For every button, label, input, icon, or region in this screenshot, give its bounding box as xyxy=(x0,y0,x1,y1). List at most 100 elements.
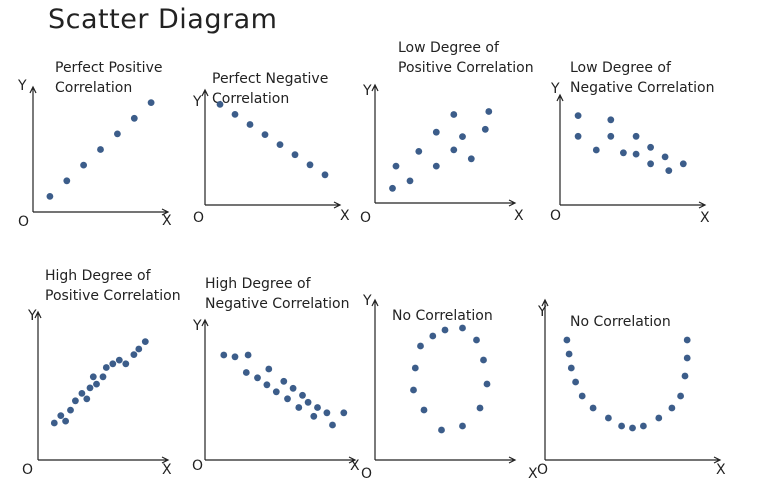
data-point xyxy=(67,406,74,414)
scatter-panel-1: Y X O Perfect Positive Correlation xyxy=(17,60,172,230)
data-point xyxy=(668,404,676,412)
data-point xyxy=(265,365,273,373)
panel-title-line: Perfect Positive xyxy=(55,60,162,76)
data-point xyxy=(567,364,575,372)
panel-title-line: Low Degree of xyxy=(398,40,500,56)
panel-title-line: High Degree of xyxy=(205,276,312,292)
data-point xyxy=(632,150,640,158)
data-point xyxy=(683,336,691,344)
panel-title-line: Correlation xyxy=(55,80,132,96)
data-point xyxy=(476,404,484,412)
panel-title-line: Low Degree of xyxy=(570,60,672,76)
scatter-panel-7: Y X O No Correlation xyxy=(361,293,538,482)
data-point xyxy=(459,324,466,332)
panel-title-line: No Correlation xyxy=(392,308,493,324)
data-point xyxy=(114,130,121,138)
data-point xyxy=(80,161,87,169)
data-point xyxy=(481,125,489,133)
data-point xyxy=(450,146,458,154)
x-axis-line xyxy=(560,201,707,209)
panel-title-line: Perfect Negative xyxy=(212,71,328,87)
data-point xyxy=(432,128,440,136)
y-axis-line xyxy=(29,85,37,212)
data-point xyxy=(244,351,252,359)
data-point xyxy=(130,351,138,358)
data-point xyxy=(681,372,689,380)
origin-label: O xyxy=(360,210,371,226)
data-point xyxy=(578,392,586,400)
data-point xyxy=(263,381,271,389)
x-axis-label: X xyxy=(514,208,524,224)
y-axis-line xyxy=(34,310,42,460)
y-axis-label: Y xyxy=(192,318,202,334)
data-point xyxy=(607,132,615,140)
data-point xyxy=(683,354,691,362)
data-point xyxy=(261,131,269,139)
data-point xyxy=(122,360,130,368)
y-axis-label: Y xyxy=(27,308,37,324)
data-point xyxy=(291,151,299,159)
data-point xyxy=(647,143,654,151)
data-point xyxy=(306,161,314,169)
data-point xyxy=(93,380,100,388)
data-point xyxy=(415,148,423,155)
data-point xyxy=(115,356,123,364)
x-axis-label: X xyxy=(340,208,350,224)
scatter-panel-2: Y X O Perfect Negative Correlation xyxy=(192,71,350,226)
panel-title-line: High Degree of xyxy=(45,268,152,284)
data-point xyxy=(647,160,654,168)
data-point xyxy=(607,116,615,124)
data-point xyxy=(605,414,612,422)
data-point xyxy=(389,184,396,192)
data-point xyxy=(272,388,280,396)
data-point xyxy=(130,114,138,122)
data-point xyxy=(420,406,428,414)
data-point xyxy=(304,398,312,406)
origin-label: O xyxy=(550,208,561,224)
data-point xyxy=(89,373,97,381)
scatter-panel-8: Y X O No Correlation xyxy=(537,298,726,478)
panel-title-line: Positive Correlation xyxy=(45,288,181,304)
data-point xyxy=(459,422,466,430)
data-point xyxy=(57,412,65,419)
x-axis-label: X xyxy=(350,458,360,474)
x-axis-line xyxy=(205,201,342,209)
origin-label: O xyxy=(22,462,33,478)
data-point xyxy=(99,373,107,381)
data-point xyxy=(467,155,475,163)
x-axis-label: X xyxy=(716,462,726,478)
origin-label: O xyxy=(193,210,204,226)
x-axis-line xyxy=(205,456,357,464)
x-axis-line xyxy=(375,456,517,464)
data-point xyxy=(661,153,669,161)
data-point xyxy=(340,409,348,417)
data-point xyxy=(406,177,414,185)
data-point xyxy=(411,364,419,372)
data-point xyxy=(216,101,224,108)
origin-label: O xyxy=(18,214,29,230)
y-axis-label: Y xyxy=(362,293,372,309)
y-axis-label: Y xyxy=(192,94,202,110)
x-axis-line xyxy=(38,456,170,464)
scatter-panel-3: Y X O Low Degree of Positive Correlation xyxy=(360,40,534,226)
page-title: Scatter Diagram xyxy=(48,4,278,35)
data-point xyxy=(63,177,71,185)
data-point xyxy=(314,404,321,411)
y-axis-line xyxy=(541,298,549,460)
x-axis-label: X xyxy=(162,462,172,478)
y-axis-line xyxy=(201,88,209,205)
data-point xyxy=(97,146,104,153)
data-point xyxy=(640,422,647,430)
panel-title-line: Positive Correlation xyxy=(398,60,534,76)
data-point xyxy=(242,369,250,376)
data-point xyxy=(473,336,480,344)
data-point xyxy=(72,397,79,405)
data-point xyxy=(632,132,640,140)
x-axis-label: X xyxy=(162,213,172,229)
data-point xyxy=(321,171,329,179)
x-axis-label: X xyxy=(528,466,538,482)
data-point xyxy=(310,412,318,420)
data-point xyxy=(220,351,228,359)
x-axis-label: X xyxy=(700,210,710,226)
